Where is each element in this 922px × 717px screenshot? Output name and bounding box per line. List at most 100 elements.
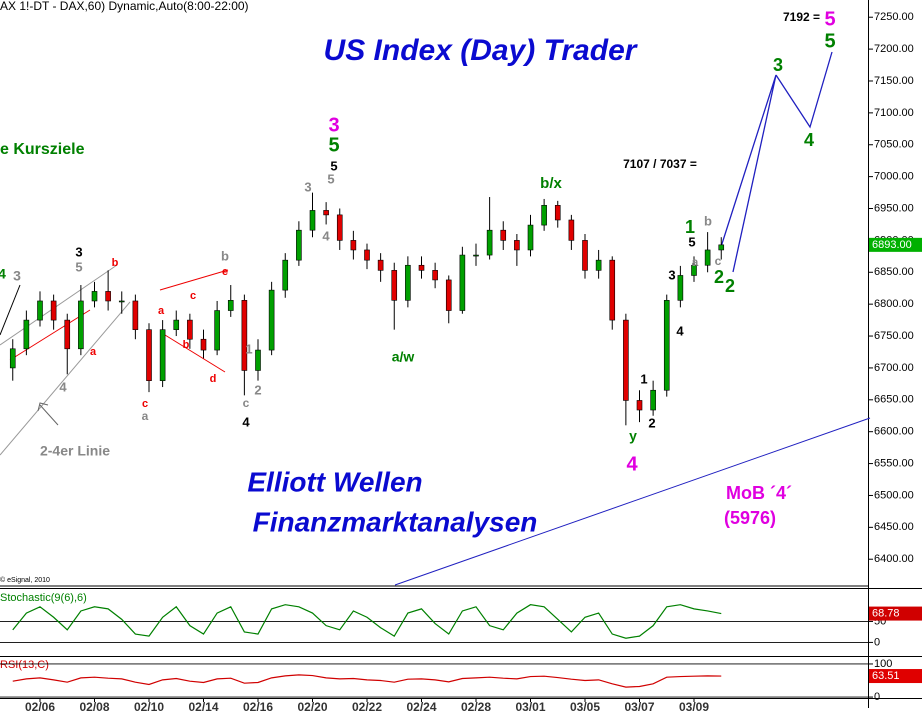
candle-body [691, 264, 697, 276]
legend-label: RSI(13,C) [0, 659, 49, 671]
candle-body [255, 349, 261, 371]
annotation: 3 [75, 244, 82, 259]
annotation: e [222, 266, 228, 278]
annotation: a [90, 346, 97, 358]
candle-body [459, 254, 466, 311]
y-tick-label: 100 [874, 658, 892, 670]
y-tick-label: 6450.00 [874, 521, 914, 533]
annotation: y [629, 428, 637, 444]
annotation: c [715, 254, 722, 268]
candle-body [336, 214, 343, 241]
annotation: b [704, 213, 712, 228]
annotation: b/x [540, 175, 562, 192]
candle-body [173, 319, 180, 330]
candle-body [514, 240, 520, 251]
x-tick-label: 03/07 [624, 700, 654, 714]
candle-body [227, 300, 234, 311]
candle-body [214, 310, 220, 351]
candle-body [323, 210, 329, 216]
x-tick-label: 03/09 [679, 700, 709, 714]
annotation: b [183, 339, 190, 351]
y-tick-label: 7200.00 [874, 43, 914, 55]
annotation: 5 [328, 134, 339, 156]
candle-body [37, 300, 43, 321]
annotation: 7192 = [783, 10, 820, 24]
candle-body [418, 264, 425, 271]
candle-body [432, 270, 438, 281]
candle-body [296, 229, 302, 261]
x-tick-label: 02/14 [188, 700, 218, 714]
annotation: d [210, 373, 217, 385]
candle-body [623, 319, 629, 401]
annotation: 4 [322, 228, 330, 243]
trend-line [159, 269, 229, 291]
x-tick-label: 02/22 [352, 700, 382, 714]
annotation: 2-4er Linie [40, 443, 110, 459]
candle-body [282, 259, 289, 291]
candle-body [23, 319, 30, 350]
candle-body [9, 348, 16, 369]
candle-body [118, 300, 125, 303]
y-tick-label: 7150.00 [874, 75, 914, 87]
annotation: 5 [824, 8, 835, 30]
annotation: 4 [242, 414, 250, 429]
x-tick-label: 03/01 [515, 700, 545, 714]
indicator-line [12, 674, 722, 688]
candle-body [704, 249, 711, 266]
candle-body [64, 319, 71, 350]
annotation: 7107 / 7037 = [623, 157, 697, 171]
annotation: c [243, 396, 250, 410]
annotation: 3 [773, 55, 783, 75]
channel-line [394, 417, 871, 586]
x-tick-label: 02/16 [243, 700, 273, 714]
annotation: 4 [676, 323, 684, 338]
y-tick-label: 6950.00 [874, 202, 914, 214]
annotation: c [142, 398, 148, 410]
indicator-line [12, 604, 722, 639]
price-marker-label: 6893.00 [872, 239, 912, 251]
candle-body [405, 264, 411, 301]
candle-body [554, 205, 561, 221]
candle-body [105, 291, 111, 302]
candle-body [91, 291, 98, 302]
trend-line [0, 264, 118, 346]
candle-body [663, 300, 670, 391]
annotation: Finanzmarktanalysen [253, 506, 538, 537]
annotation: 2 [648, 415, 655, 430]
y-tick-label: 6550.00 [874, 457, 914, 469]
annotation: a [142, 409, 149, 423]
projection-line [775, 51, 833, 129]
trend-line [164, 334, 226, 373]
candle-body [636, 400, 643, 411]
x-tick-label: 03/05 [570, 700, 600, 714]
x-tick-label: 02/24 [406, 700, 436, 714]
candle-body [132, 300, 139, 330]
y-tick-label: 6500.00 [874, 489, 914, 501]
candle-body [200, 338, 207, 351]
annotation: Elliott Wellen [247, 466, 422, 497]
annotation: 4 [59, 379, 67, 394]
y-tick-label: 0 [874, 691, 880, 703]
y-tick-label: 7000.00 [874, 171, 914, 183]
annotation: 4 [804, 130, 814, 150]
x-tick-label: 02/20 [297, 700, 327, 714]
chart-header: AX 1!-DT - DAX,60) Dynamic,Auto(8:00-22:… [0, 0, 249, 13]
candle-body [268, 289, 275, 351]
annotation: 3 [304, 179, 311, 194]
candle-body [527, 224, 534, 251]
annotation: 1 [245, 341, 252, 356]
candle-body [309, 210, 316, 231]
trend-line [0, 301, 131, 456]
annotation: 3 [668, 267, 675, 282]
candle-body [187, 319, 193, 340]
candle-body [595, 259, 602, 271]
annotation: 2 [725, 276, 735, 296]
y-tick-label: 7250.00 [874, 11, 914, 23]
candle-body [568, 219, 575, 241]
annotation: 5 [330, 158, 337, 173]
annotation: b [112, 257, 119, 269]
annotation: 3 [328, 114, 339, 136]
value-marker [869, 606, 922, 621]
